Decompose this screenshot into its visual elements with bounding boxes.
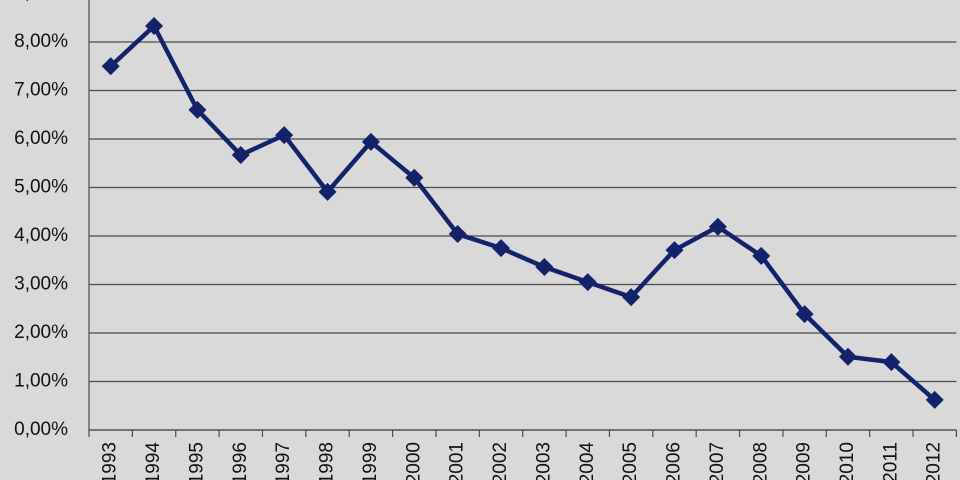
- x-tick-label: 2011: [880, 442, 901, 480]
- marker: [448, 225, 467, 244]
- marker: [361, 132, 380, 151]
- marker: [838, 347, 857, 366]
- marker: [752, 246, 771, 265]
- marker: [578, 273, 597, 292]
- x-tick-label: 2003: [533, 442, 554, 480]
- x-tick-label: 2010: [837, 442, 858, 480]
- y-tick-label: 3,00%: [14, 274, 68, 295]
- marker: [665, 241, 684, 260]
- y-tick-label: 0,00%: [14, 419, 68, 440]
- x-tick-label: 2007: [707, 442, 728, 480]
- x-tick-label: 1998: [317, 442, 338, 480]
- marker: [318, 182, 337, 201]
- marker: [925, 390, 944, 409]
- x-tick-label: 2012: [924, 442, 945, 480]
- x-tick-label: 2008: [750, 442, 771, 480]
- x-tick-label: 1995: [186, 442, 207, 480]
- y-tick-label: 6,00%: [14, 128, 68, 149]
- marker: [231, 146, 250, 165]
- marker: [492, 239, 511, 258]
- x-tick-label: 2001: [447, 442, 468, 480]
- y-tick-label: 4,00%: [14, 225, 68, 246]
- x-tick-label: 1999: [360, 442, 381, 480]
- x-tick-label: 2006: [664, 442, 685, 480]
- marker: [795, 305, 814, 324]
- y-tick-label: 5,00%: [14, 177, 68, 198]
- marker: [275, 126, 294, 145]
- marker: [535, 258, 554, 277]
- marker: [622, 288, 641, 307]
- line: [109, 23, 937, 402]
- y-tick-label: 9,00%: [14, 0, 68, 4]
- marker: [101, 57, 120, 76]
- marker: [708, 217, 727, 236]
- x-tick-label: 2002: [490, 442, 511, 480]
- marker: [188, 100, 207, 119]
- y-tick-label: 7,00%: [14, 80, 68, 101]
- x-tick-label: 2005: [620, 442, 641, 480]
- x-tick-label: 1993: [100, 442, 121, 480]
- x-tick-label: 1997: [273, 442, 294, 480]
- y-tick-label: 2,00%: [14, 322, 68, 343]
- marker: [405, 168, 424, 187]
- y-tick-label: 8,00%: [14, 31, 68, 52]
- y-tick-label: 1,00%: [14, 371, 68, 392]
- x-tick-label: 1996: [230, 442, 251, 480]
- x-tick-label: 1994: [143, 442, 164, 480]
- marker: [145, 16, 164, 35]
- x-tick-label: 2004: [577, 442, 598, 480]
- marker: [882, 353, 901, 372]
- x-tick-label: 2009: [794, 442, 815, 480]
- x-tick-label: 2000: [403, 442, 424, 480]
